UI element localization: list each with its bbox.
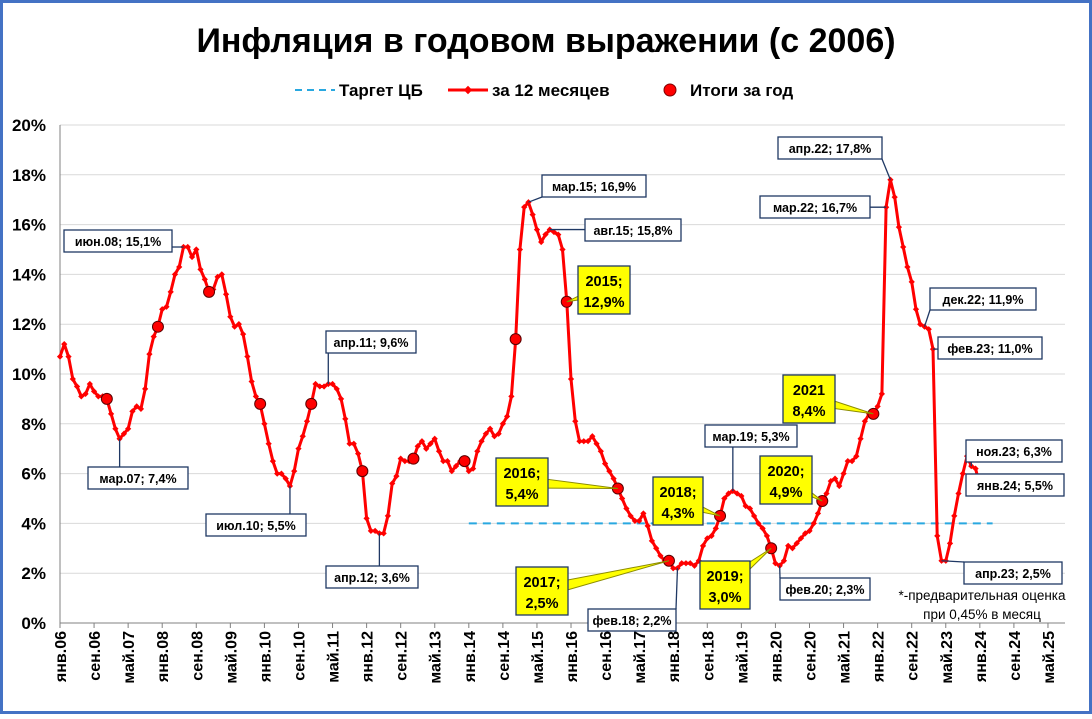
footnote-text: при 0,45% в месяц: [923, 607, 1041, 622]
point-callout-text: фев.23; 11,0%: [947, 342, 1032, 356]
x-tick-label: сен.18: [700, 631, 717, 681]
point-callout-text: апр.12; 3,6%: [334, 571, 410, 585]
point-callout-text: янв.24; 5,5%: [977, 479, 1053, 493]
x-tick-label: янв.10: [257, 631, 274, 683]
y-tick-label: 10%: [12, 365, 46, 384]
point-callout-text: ноя.23; 6,3%: [976, 445, 1052, 459]
year-callout-text: 2019;: [706, 569, 743, 585]
year-end-point: [152, 321, 163, 332]
x-tick-label: май.25: [1041, 631, 1058, 684]
chart-title: Инфляция в годовом выражении (с 2006): [196, 22, 895, 60]
point-callout-text: апр.22; 17,8%: [789, 142, 872, 156]
y-tick-label: 6%: [21, 465, 46, 484]
x-tick-label: сен.08: [189, 631, 206, 681]
year-callout-text: 12,9%: [583, 295, 624, 311]
x-tick-label: янв.14: [462, 631, 479, 683]
x-tick-label: сен.14: [496, 631, 513, 681]
legend-year-swatch: [664, 84, 676, 96]
year-callout-text: 4,9%: [769, 485, 802, 501]
x-tick-label: май.17: [632, 631, 649, 684]
year-callout-text: 4,3%: [661, 506, 694, 522]
point-callout-text: мар.07; 7,4%: [99, 472, 176, 486]
year-callout-text: 2,5%: [525, 596, 558, 612]
x-tick-label: май.23: [939, 631, 956, 684]
y-tick-label: 20%: [12, 116, 46, 135]
x-tick-label: янв.12: [360, 631, 377, 683]
x-tick-label: сен.10: [291, 631, 308, 681]
year-callout-text: 2021: [793, 383, 825, 399]
point-callout-text: мар.15; 16,9%: [552, 180, 636, 194]
x-tick-label: янв.16: [564, 631, 581, 683]
year-callout-text: 2017;: [523, 575, 560, 591]
legend-12m-label: за 12 месяцев: [492, 81, 610, 100]
year-callout-text: 8,4%: [792, 404, 825, 420]
x-tick-label: май.13: [428, 631, 445, 684]
y-tick-label: 12%: [12, 315, 46, 334]
legend-target-label: Таргет ЦБ: [339, 81, 423, 100]
x-tick-label: янв.18: [666, 631, 683, 683]
point-callout-text: фев.20; 2,3%: [786, 583, 865, 597]
year-callout-text: 2020;: [767, 464, 804, 480]
year-callout-text: 2016;: [503, 466, 540, 482]
year-end-point: [459, 456, 470, 467]
y-tick-label: 18%: [12, 166, 46, 185]
x-tick-label: сен.16: [598, 631, 615, 681]
year-callout-text: 2015;: [585, 274, 622, 290]
point-callout-text: фев.18; 2,2%: [593, 614, 672, 628]
x-tick-label: май.15: [530, 631, 547, 684]
legend-year-label: Итоги за год: [690, 81, 793, 100]
x-tick-label: янв.20: [768, 631, 785, 683]
x-tick-label: май.07: [121, 631, 138, 684]
x-tick-label: май.19: [734, 631, 751, 684]
year-end-point: [255, 398, 266, 409]
x-tick-label: сен.06: [87, 631, 104, 681]
footnote-text: *-предварительная оценка: [898, 588, 1066, 603]
y-tick-label: 16%: [12, 216, 46, 235]
year-end-point: [510, 334, 521, 345]
x-tick-label: май.21: [837, 631, 854, 684]
y-tick-label: 8%: [21, 415, 46, 434]
point-callout-text: мар.22; 16,7%: [773, 201, 857, 215]
year-callout-text: 2018;: [659, 485, 696, 501]
point-callout-text: дек.22; 11,9%: [943, 293, 1024, 307]
year-callout-text: 3,0%: [708, 590, 741, 606]
x-tick-label: сен.12: [394, 631, 411, 681]
point-callout-text: июл.10; 5,5%: [216, 519, 296, 533]
point-callout-text: июн.08; 15,1%: [75, 235, 161, 249]
x-tick-label: янв.24: [973, 631, 990, 683]
point-callout-text: апр.11; 9,6%: [334, 336, 409, 350]
y-tick-label: 0%: [21, 614, 46, 633]
x-tick-label: май.09: [223, 631, 240, 684]
x-tick-label: май.11: [326, 631, 343, 683]
y-tick-label: 14%: [12, 265, 46, 284]
point-callout-text: мар.19; 5,3%: [712, 430, 789, 444]
year-end-point: [306, 398, 317, 409]
x-tick-label: янв.22: [871, 631, 888, 683]
x-tick-label: янв.08: [155, 631, 172, 683]
point-callout-text: авг.15; 15,8%: [593, 224, 672, 238]
year-end-point: [408, 453, 419, 464]
year-end-point: [357, 466, 368, 477]
x-tick-label: сен.24: [1007, 631, 1024, 681]
point-callout-text: апр.23; 2,5%: [975, 567, 1051, 581]
x-tick-label: янв.06: [53, 631, 70, 683]
x-tick-label: сен.22: [905, 631, 922, 681]
y-tick-label: 2%: [21, 564, 46, 583]
year-end-point: [204, 286, 215, 297]
y-tick-label: 4%: [21, 514, 46, 533]
x-tick-label: сен.20: [802, 631, 819, 681]
year-callout-text: 5,4%: [505, 487, 538, 503]
year-end-point: [101, 393, 112, 404]
